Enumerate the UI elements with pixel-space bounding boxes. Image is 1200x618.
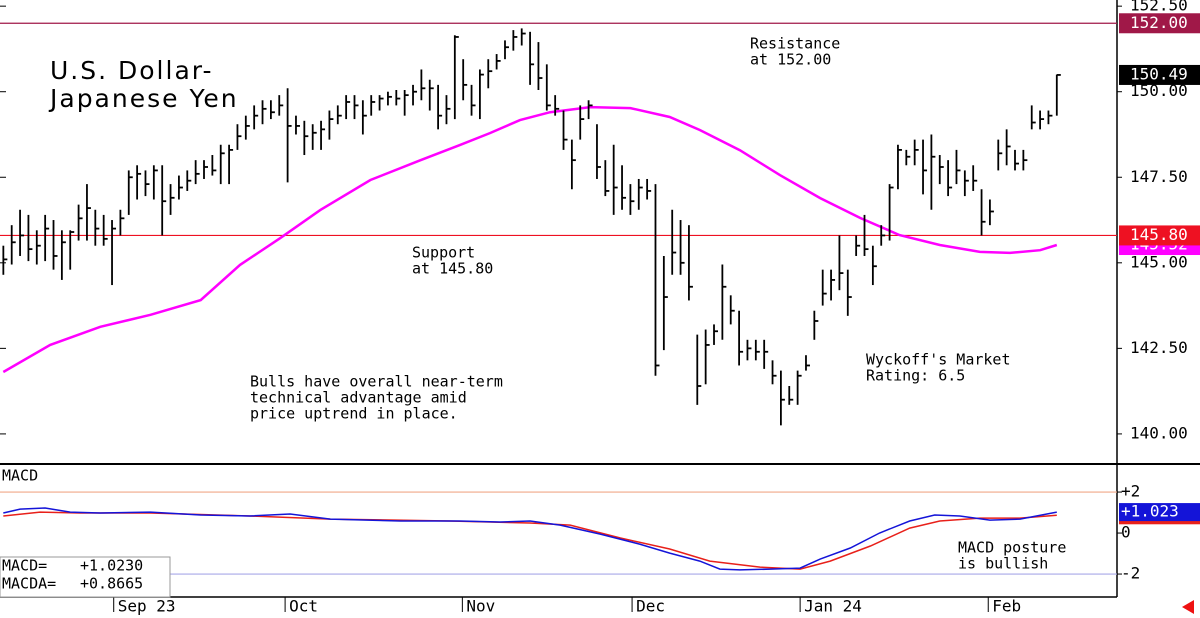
value-box-label: +1.023 (1121, 502, 1179, 521)
annotation: Rating: 6.5 (866, 367, 965, 385)
y-tick-label: 150.00 (1130, 81, 1188, 100)
readout-value: +0.8665 (80, 575, 143, 593)
x-tick-label: Jan 24 (804, 597, 862, 616)
reference-box (1119, 225, 1200, 246)
annotation: Wyckoff's Market (866, 351, 1011, 369)
chart-title: U.S. Dollar- (50, 56, 213, 85)
reference-label: 152.00 (1130, 13, 1188, 32)
last-price-box (1119, 64, 1200, 85)
x-tick-label: Nov (466, 597, 495, 616)
x-tick-label: Dec (636, 597, 665, 616)
annotation: Bulls have overall near-term (250, 373, 503, 391)
y-tick-label: 152.50 (1130, 0, 1188, 15)
annotation: is bullish (958, 555, 1048, 573)
panel-label: MACD (2, 467, 38, 485)
y-tick-label: -2 (1121, 564, 1140, 583)
y-tick-label: 145.00 (1130, 252, 1188, 271)
y-tick-label: 0 (1121, 523, 1131, 542)
value-box (1119, 503, 1200, 522)
x-tick-label: Feb (992, 597, 1021, 616)
annotation: Support (412, 244, 475, 262)
last-price-label: 150.49 (1130, 64, 1188, 83)
annotation: MACD posture (958, 539, 1066, 557)
readout-name: MACDA= (2, 575, 56, 593)
readout-name: MACD= (2, 557, 47, 575)
scroll-arrow[interactable] (1182, 600, 1194, 614)
annotation: at 145.80 (412, 260, 493, 278)
reference-box (1119, 13, 1200, 34)
y-tick-label: 147.50 (1130, 167, 1188, 186)
annotation: at 152.00 (750, 51, 831, 69)
x-tick-label: Oct (289, 597, 318, 616)
y-tick-label: 140.00 (1130, 423, 1188, 442)
x-tick-label: Sep 23 (118, 597, 176, 616)
y-tick-label: 142.50 (1130, 338, 1188, 357)
annotation: Resistance (750, 35, 840, 53)
moving-average (2, 105, 1058, 374)
y-tick-label: +2 (1121, 482, 1140, 501)
annotation: technical advantage amid (250, 389, 467, 407)
reference-label: 145.80 (1130, 225, 1188, 244)
annotation: price uptrend in place. (250, 405, 458, 423)
readout-box (0, 556, 171, 598)
readout-value: +1.0230 (80, 557, 143, 575)
macd-line (3, 507, 1057, 571)
chart-title: Japanese Yen (48, 84, 239, 113)
